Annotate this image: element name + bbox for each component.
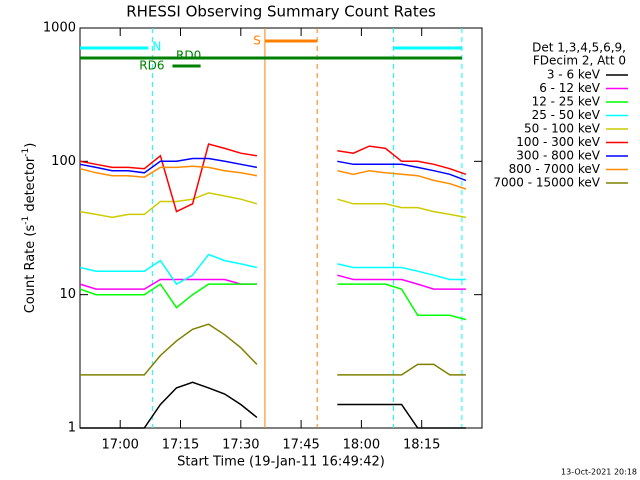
series-line bbox=[79, 274, 466, 290]
y-label-part: Count Rate (s bbox=[23, 225, 38, 314]
legend-label: 25 - 50 keV bbox=[532, 108, 601, 122]
series-line bbox=[79, 283, 467, 321]
flag-label: RD0 bbox=[176, 49, 201, 63]
y-label-part: detector bbox=[23, 156, 38, 216]
plot-frame bbox=[79, 27, 483, 429]
y-tick-label: 100 bbox=[51, 154, 76, 169]
series-line bbox=[79, 143, 467, 213]
legend-label: 50 - 100 keV bbox=[524, 122, 601, 136]
x-tick-label: 18:00 bbox=[343, 438, 380, 453]
y-tick-label: 1000 bbox=[43, 21, 76, 36]
y-tick-label: 10 bbox=[59, 287, 76, 302]
legend-label: 100 - 300 keV bbox=[516, 135, 600, 149]
timestamp: 13-Oct-2021 20:18 bbox=[561, 468, 637, 477]
y-label-sup: -1 bbox=[21, 148, 31, 157]
x-tick-label: 18:15 bbox=[403, 438, 440, 453]
y-tick-label: 1 bbox=[68, 421, 76, 436]
flag-label: RD6 bbox=[139, 59, 164, 73]
x-tick-label: 17:45 bbox=[282, 438, 319, 453]
flag-label: S bbox=[253, 34, 261, 48]
x-axis-label: Start Time (19-Jan-11 16:49:42) bbox=[177, 455, 385, 470]
x-tick-label: 17:15 bbox=[162, 438, 199, 453]
legend-label: 800 - 7000 keV bbox=[509, 162, 601, 176]
series-line bbox=[79, 165, 467, 190]
x-tick-label: 17:30 bbox=[222, 438, 259, 453]
legend-label: 300 - 800 keV bbox=[516, 149, 600, 163]
y-label-part: ) bbox=[23, 143, 38, 148]
y-label-sup: -1 bbox=[21, 216, 31, 225]
legend-label: 6 - 12 keV bbox=[539, 81, 601, 95]
series-line bbox=[80, 323, 466, 376]
legend-label: 7000 - 15000 keV bbox=[493, 176, 600, 190]
series-line bbox=[79, 253, 466, 286]
series-line bbox=[79, 157, 467, 182]
legend-header: FDecim 2, Att 0 bbox=[533, 54, 626, 68]
series-line bbox=[80, 381, 466, 429]
flag-label: N bbox=[152, 40, 161, 54]
legend-label: 3 - 6 keV bbox=[547, 68, 601, 82]
legend-header: Det 1,3,4,5,6,9, bbox=[532, 41, 626, 55]
x-tick-label: 17:00 bbox=[101, 438, 138, 453]
legend-label: 12 - 25 keV bbox=[532, 95, 601, 109]
series-line bbox=[79, 192, 467, 219]
chart-title: RHESSI Observing Summary Count Rates bbox=[126, 3, 436, 21]
y-axis-label: Count Rate (s-1 detector-1) bbox=[21, 143, 38, 314]
